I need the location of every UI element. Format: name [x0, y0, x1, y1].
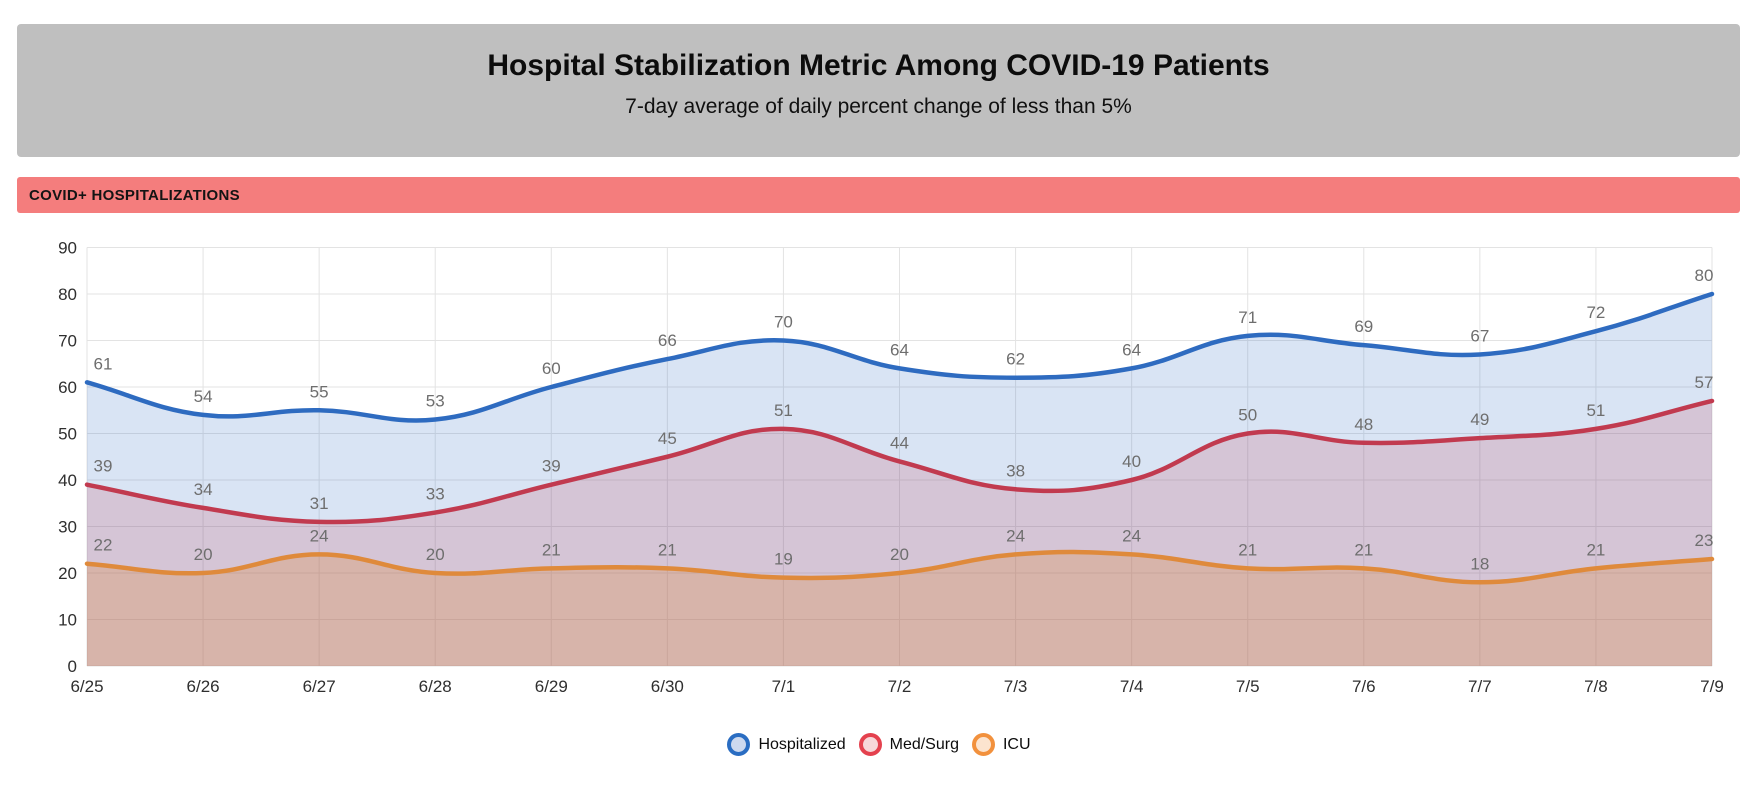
svg-text:38: 38 [1006, 461, 1025, 480]
svg-text:44: 44 [890, 433, 909, 452]
svg-text:7/4: 7/4 [1120, 677, 1144, 696]
svg-text:21: 21 [658, 540, 677, 559]
svg-text:7/7: 7/7 [1468, 677, 1492, 696]
svg-text:20: 20 [58, 564, 77, 583]
svg-text:48: 48 [1354, 415, 1373, 434]
svg-text:64: 64 [1122, 340, 1141, 359]
legend-label-icu: ICU [1002, 735, 1031, 753]
series-line-hospitalized [84, 291, 1715, 423]
svg-text:31: 31 [310, 494, 329, 513]
svg-text:6/29: 6/29 [535, 677, 568, 696]
svg-text:51: 51 [774, 401, 793, 420]
series-fill-med-surg [87, 400, 1712, 666]
legend-item-hospitalized[interactable]: Hospitalized [727, 733, 846, 756]
svg-text:33: 33 [426, 485, 445, 504]
svg-text:6/25: 6/25 [70, 677, 103, 696]
svg-text:62: 62 [1006, 350, 1025, 369]
svg-text:57: 57 [1695, 373, 1714, 392]
svg-text:30: 30 [58, 518, 77, 537]
series-labels-icu: 22 20 24 20 21 21 19 20 24 24 21 21 18 21 23 [94, 526, 1714, 573]
svg-text:70: 70 [774, 313, 793, 332]
page-subtitle: 7-day average of daily percent change of… [625, 95, 1132, 118]
svg-text:18: 18 [1470, 554, 1489, 573]
svg-text:7/6: 7/6 [1352, 677, 1376, 696]
svg-text:7/3: 7/3 [1004, 677, 1028, 696]
series-labels-med-surg: 39 34 31 33 39 45 51 44 38 40 50 48 49 51 57 [94, 373, 1714, 513]
series-fill-icu [87, 551, 1712, 666]
header-banner: Hospital Stabilization Metric Among COVI… [17, 24, 1740, 157]
svg-text:45: 45 [658, 429, 677, 448]
gridlines [86, 247, 1713, 667]
svg-text:7/1: 7/1 [772, 677, 796, 696]
svg-text:50: 50 [58, 425, 77, 444]
svg-text:60: 60 [58, 378, 77, 397]
svg-text:54: 54 [194, 387, 213, 406]
svg-text:20: 20 [194, 545, 213, 564]
svg-text:80: 80 [1695, 266, 1714, 285]
series-labels-hospitalized: 61 54 55 53 60 66 70 64 62 64 71 69 67 72 80 [94, 266, 1714, 411]
section-banner-label: COVID+ HOSPITALIZATIONS [29, 186, 240, 204]
svg-text:60: 60 [542, 359, 561, 378]
series-line-med-surg [84, 398, 1715, 525]
svg-text:6/26: 6/26 [187, 677, 220, 696]
svg-text:24: 24 [1006, 526, 1025, 545]
svg-text:22: 22 [94, 536, 113, 555]
svg-text:51: 51 [1586, 401, 1605, 420]
svg-text:20: 20 [426, 545, 445, 564]
svg-text:40: 40 [1122, 452, 1141, 471]
svg-text:0: 0 [68, 657, 77, 676]
svg-text:53: 53 [426, 392, 445, 411]
svg-text:24: 24 [1122, 526, 1141, 545]
legend-swatch-icu-icon [971, 733, 995, 756]
svg-text:39: 39 [542, 457, 561, 476]
section-banner: COVID+ HOSPITALIZATIONS [17, 177, 1740, 213]
legend-item-med-surg[interactable]: Med/Surg [858, 733, 959, 756]
svg-text:20: 20 [890, 545, 909, 564]
svg-text:39: 39 [94, 457, 113, 476]
svg-text:64: 64 [890, 340, 909, 359]
svg-text:71: 71 [1238, 308, 1257, 327]
svg-text:80: 80 [58, 285, 77, 304]
svg-text:70: 70 [58, 332, 77, 351]
svg-text:66: 66 [658, 331, 677, 350]
svg-text:7/9: 7/9 [1700, 677, 1724, 696]
svg-text:21: 21 [1586, 540, 1605, 559]
y-axis-tick-labels: 0 10 20 30 40 50 60 70 80 90 [58, 239, 77, 677]
svg-text:6/28: 6/28 [419, 677, 452, 696]
svg-text:23: 23 [1695, 531, 1714, 550]
svg-text:40: 40 [58, 471, 77, 490]
svg-text:24: 24 [310, 526, 329, 545]
svg-text:7/5: 7/5 [1236, 677, 1260, 696]
legend-label-med-surg: Med/Surg [889, 735, 959, 753]
legend-item-icu[interactable]: ICU [971, 733, 1031, 756]
svg-text:90: 90 [58, 239, 77, 258]
series-line-icu [84, 549, 1715, 585]
legend-swatch-med-surg-icon [858, 733, 882, 756]
chart-area: 0 10 20 30 40 50 60 70 80 90 6/25 6/26 6/27 6/28 6/29 6… [0, 215, 1758, 720]
svg-text:69: 69 [1354, 317, 1373, 336]
svg-text:21: 21 [1238, 540, 1257, 559]
svg-text:61: 61 [94, 354, 113, 373]
svg-text:6/27: 6/27 [303, 677, 336, 696]
svg-text:55: 55 [310, 382, 329, 401]
page-title: Hospital Stabilization Metric Among COVI… [487, 49, 1270, 82]
svg-text:49: 49 [1470, 410, 1489, 429]
chart-legend: Hospitalized Med/Surg ICU [0, 733, 1758, 756]
svg-text:19: 19 [774, 550, 793, 569]
svg-text:7/2: 7/2 [888, 677, 912, 696]
svg-text:34: 34 [194, 480, 213, 499]
svg-text:21: 21 [1354, 540, 1373, 559]
svg-text:50: 50 [1238, 406, 1257, 425]
x-axis-tick-labels: 6/25 6/26 6/27 6/28 6/29 6/30 7/1 7/2 7/3 7/4 7/5 7… [70, 677, 1723, 696]
legend-label-hospitalized: Hospitalized [758, 735, 846, 753]
svg-text:72: 72 [1586, 303, 1605, 322]
legend-swatch-hospitalized-icon [727, 733, 751, 756]
svg-text:10: 10 [58, 611, 77, 630]
svg-text:67: 67 [1470, 326, 1489, 345]
svg-text:21: 21 [542, 540, 561, 559]
svg-text:6/30: 6/30 [651, 677, 684, 696]
svg-text:7/8: 7/8 [1584, 677, 1608, 696]
